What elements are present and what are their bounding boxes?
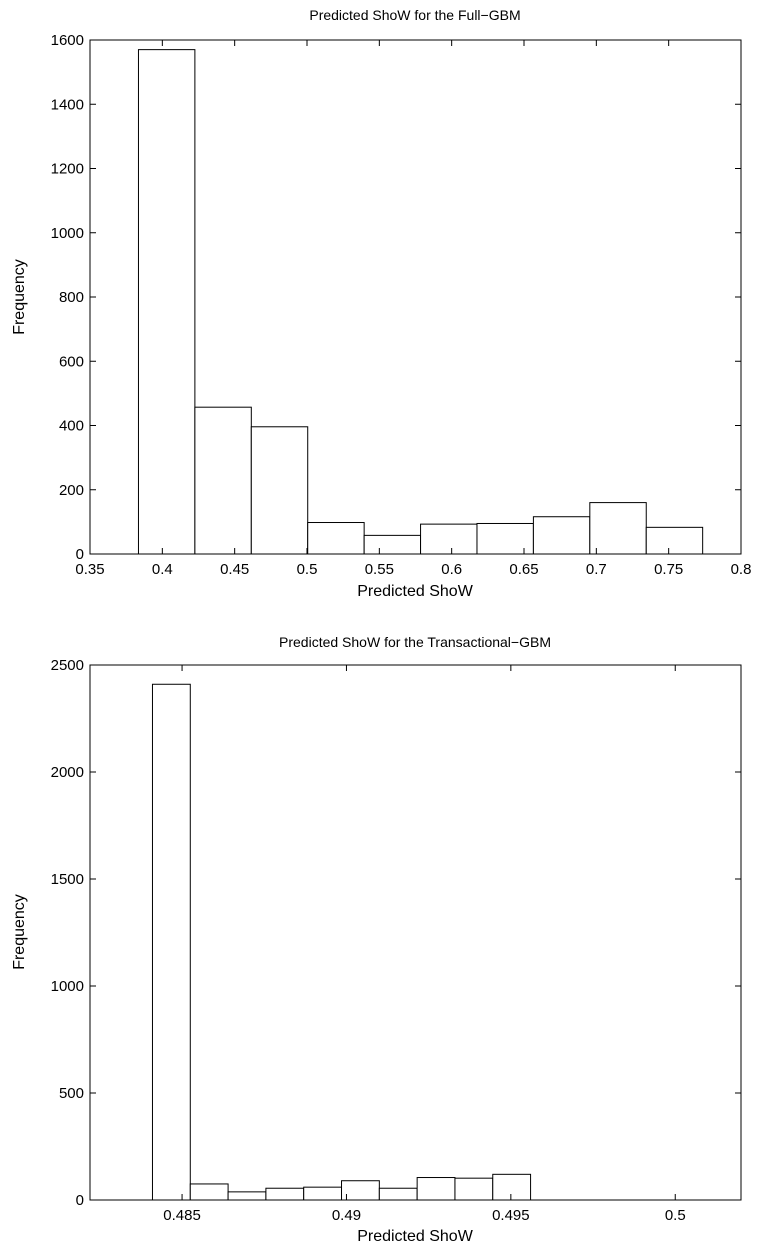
y-tick-label: 2000: [51, 764, 84, 781]
x-tick-label: 0.495: [492, 1207, 530, 1224]
histogram-bar: [364, 535, 420, 554]
x-tick-label: 0.6: [441, 561, 462, 578]
y-axis-label: Frequency: [11, 259, 28, 335]
x-tick-label: 0.485: [163, 1207, 201, 1224]
histogram-bar: [421, 524, 477, 554]
x-tick-label: 0.5: [665, 1207, 686, 1224]
y-tick-label: 1000: [51, 225, 84, 242]
y-tick-label: 400: [59, 418, 84, 435]
y-tick-label: 1500: [51, 871, 84, 888]
y-tick-label: 0: [76, 546, 84, 563]
transactional-gbm-histogram-svg: Predicted ShoW for the Transactional−GBM…: [0, 622, 761, 1244]
histogram-bar: [590, 503, 646, 554]
histogram-bar: [228, 1192, 266, 1200]
y-tick-label: 1200: [51, 161, 84, 178]
y-axis-label: Frequency: [11, 894, 28, 970]
histogram-bar: [417, 1178, 455, 1200]
histogram-bar: [646, 527, 702, 554]
histogram-bar: [455, 1178, 493, 1200]
x-tick-label: 0.45: [220, 561, 249, 578]
histogram-bar: [138, 50, 194, 554]
histogram-bar: [342, 1181, 380, 1200]
histogram-bar: [266, 1188, 304, 1200]
y-tick-label: 1600: [51, 32, 84, 49]
x-tick-label: 0.55: [365, 561, 394, 578]
x-tick-label: 0.75: [654, 561, 683, 578]
chart-title: Predicted ShoW for the Full−GBM: [309, 7, 520, 23]
y-tick-label: 1000: [51, 978, 84, 995]
x-axis-label: Predicted ShoW: [357, 1228, 474, 1244]
histogram-bars: [152, 684, 530, 1200]
y-tick-label: 200: [59, 482, 84, 499]
x-tick-label: 0.7: [586, 561, 607, 578]
x-axis-label: Predicted ShoW: [357, 583, 474, 600]
y-tick-label: 800: [59, 289, 84, 306]
histogram-bar: [493, 1174, 531, 1200]
x-tick-label: 0.8: [731, 561, 752, 578]
histogram-bar: [533, 517, 589, 554]
transactional-gbm-histogram: Predicted ShoW for the Transactional−GBM…: [0, 622, 761, 1244]
histogram-bar: [195, 407, 251, 554]
x-tick-label: 0.35: [75, 561, 104, 578]
x-tick-label: 0.4: [152, 561, 173, 578]
histogram-bar: [251, 427, 307, 554]
histogram-bar: [308, 523, 364, 554]
histogram-bar: [152, 684, 190, 1200]
histogram-bar: [477, 523, 533, 554]
histogram-bar: [304, 1187, 342, 1200]
x-tick-label: 0.65: [509, 561, 538, 578]
histogram-bars: [138, 50, 702, 554]
histogram-bar: [190, 1184, 228, 1200]
x-tick-label: 0.5: [297, 561, 318, 578]
chart-title: Predicted ShoW for the Transactional−GBM: [279, 634, 551, 650]
x-tick-label: 0.49: [332, 1207, 361, 1224]
y-tick-label: 0: [76, 1192, 84, 1209]
y-tick-label: 1400: [51, 96, 84, 113]
full-gbm-histogram-svg: Predicted ShoW for the Full−GBM 0.35 0.4 0…: [0, 0, 761, 600]
y-tick-label: 2500: [51, 657, 84, 674]
full-gbm-histogram: Predicted ShoW for the Full−GBM 0.35 0.4 0…: [0, 0, 761, 600]
y-tick-label: 500: [59, 1085, 84, 1102]
histogram-bar: [379, 1188, 417, 1200]
y-tick-label: 600: [59, 353, 84, 370]
